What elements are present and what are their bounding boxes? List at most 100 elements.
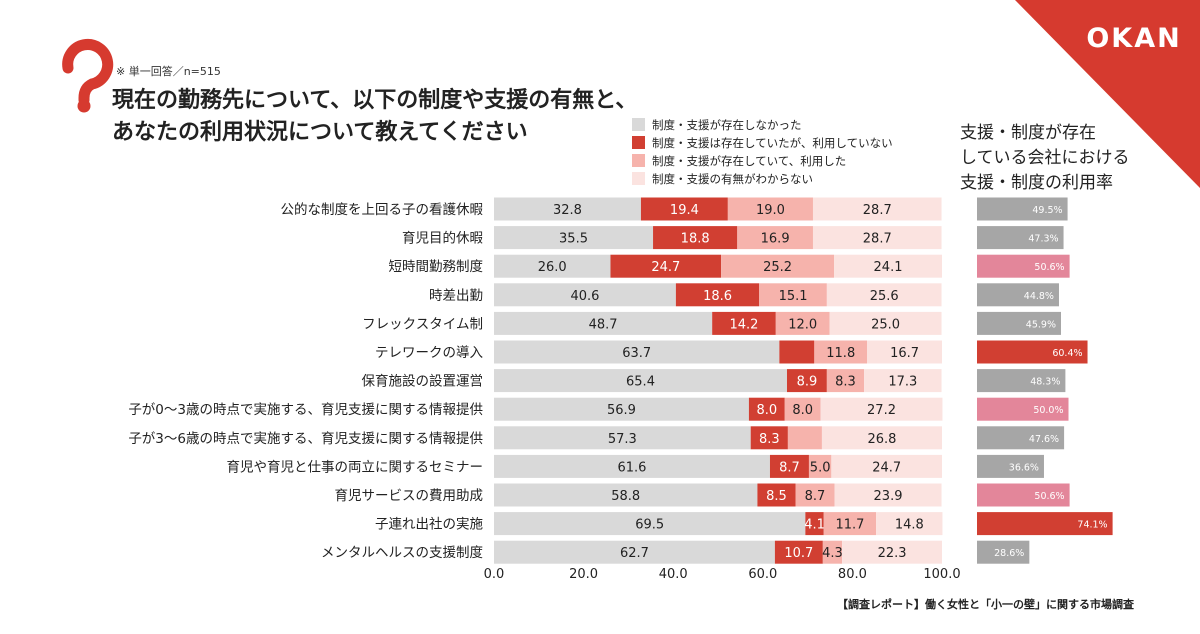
bar-segment [822, 540, 843, 564]
bar-segment [864, 369, 942, 393]
source-note: 【調査レポート】働く女性と「小一の壁」に関する市場調査 [837, 597, 1134, 611]
bar-segment [494, 340, 780, 364]
rate-label: 28.6% [994, 548, 1024, 559]
rate-label: 50.0% [1033, 405, 1063, 416]
data-label: 8.7 [805, 489, 826, 504]
data-label: 24.7 [651, 260, 680, 275]
brand-corner-triangle [1015, 0, 1200, 188]
bar-segment [876, 512, 943, 536]
x-tick-label: 0.0 [484, 567, 505, 582]
bar-segment [653, 226, 738, 250]
bar-segment [786, 369, 827, 393]
bar-segment [821, 426, 942, 450]
data-label: 8.5 [766, 489, 787, 504]
bar-segment [712, 311, 776, 335]
data-label: 27.2 [867, 403, 896, 418]
x-tick-label: 80.0 [838, 567, 867, 582]
category-label: 時差出勤 [429, 288, 483, 304]
rate-bar [977, 197, 1068, 221]
category-label: 子が0〜3歳の時点で実施する、育児支援に関する情報提供 [128, 402, 483, 418]
bar-segment [721, 254, 835, 278]
question-mark-icon [62, 38, 114, 113]
data-label: 40.6 [570, 289, 599, 304]
bar-segment [769, 454, 809, 478]
category-label: テレワークの導入 [375, 345, 483, 361]
data-label: 22.3 [878, 546, 907, 561]
data-label: 15.1 [779, 289, 808, 304]
rate-bar [977, 254, 1070, 278]
bar-segment [737, 226, 813, 250]
category-label: 子が3〜6歳の時点で実施する、育児支援に関する情報提供 [128, 431, 483, 447]
rate-bar [977, 340, 1088, 364]
category-label: 育児目的休暇 [402, 231, 483, 247]
bar-segment [494, 426, 751, 450]
bar-segment [494, 283, 676, 307]
bar-segment [759, 283, 827, 307]
bar-segment [748, 397, 785, 421]
bar-segment [826, 369, 865, 393]
bar-segment [820, 397, 943, 421]
data-label: 28.7 [863, 203, 892, 218]
data-label: 16.7 [890, 346, 919, 361]
bar-segment [675, 283, 760, 307]
bar-segment [814, 340, 868, 364]
data-label: 24.1 [874, 260, 903, 275]
data-label: 8.7 [779, 460, 800, 475]
rate-label: 49.5% [1032, 205, 1062, 216]
bar-segment [757, 483, 796, 507]
bar-segment [787, 426, 822, 450]
bar-segment [494, 454, 770, 478]
rate-bar [977, 483, 1070, 507]
bar-segment [831, 454, 942, 478]
rate-bar [977, 369, 1066, 393]
category-label: 子連れ出社の実施 [375, 517, 483, 533]
bar-segment [494, 254, 611, 278]
bar-segment [867, 340, 942, 364]
x-tick-label: 40.0 [659, 567, 688, 582]
data-label: 25.6 [870, 289, 899, 304]
data-label: 48.7 [589, 317, 618, 332]
bar-segment [494, 512, 806, 536]
rate-bar [977, 226, 1064, 250]
bar-segment [750, 426, 788, 450]
data-label: 35.5 [559, 232, 588, 247]
category-label: メンタルヘルスの支援制度 [321, 545, 483, 561]
rate-label: 47.6% [1029, 434, 1059, 445]
data-label: 17.3 [888, 375, 917, 390]
legend-label: 制度・支援の有無がわからない [652, 172, 813, 186]
bar-segment [812, 226, 942, 250]
data-label: 32.8 [553, 203, 582, 218]
data-label: 19.0 [756, 203, 785, 218]
rate-bar [977, 311, 1061, 335]
bar-segment [494, 197, 641, 221]
sample-note: ※ 単一回答／n=515 [116, 64, 221, 78]
data-label: 11.7 [835, 518, 864, 533]
rate-label: 44.8% [1024, 291, 1054, 302]
legend-swatch [632, 172, 645, 185]
rate-bar [977, 454, 1044, 478]
bar-segment [805, 512, 824, 536]
rate-bar [977, 512, 1113, 536]
bar-segment [494, 369, 787, 393]
bar-segment [774, 540, 823, 564]
rate-label: 50.6% [1034, 262, 1064, 273]
rate-label: 48.3% [1030, 377, 1060, 388]
x-axis: 0.0 20.0 40.0 60.0 80.0 100.0 [484, 567, 961, 582]
rate-chart-title-line3: 支援・制度の利用率 [960, 173, 1113, 193]
data-label: 19.4 [670, 203, 699, 218]
rate-label: 60.4% [1052, 348, 1082, 359]
bar-segment [829, 311, 942, 335]
data-label: 18.8 [681, 232, 710, 247]
data-label: 69.5 [635, 518, 664, 533]
bar-segment [795, 483, 835, 507]
data-label: 28.7 [863, 232, 892, 247]
data-label: 26.0 [538, 260, 567, 275]
rate-label: 47.3% [1028, 234, 1058, 245]
bar-segment [640, 197, 728, 221]
usage-rate-chart: 49.5% 47.3% 50.6% 44.8% 45.9% 60.4% 48.3% 50.0%… [977, 197, 1113, 564]
data-label: 61.6 [618, 460, 647, 475]
data-label: 62.7 [620, 546, 649, 561]
data-label: 8.3 [835, 375, 856, 390]
brand-logo: OKAN [1086, 23, 1181, 54]
